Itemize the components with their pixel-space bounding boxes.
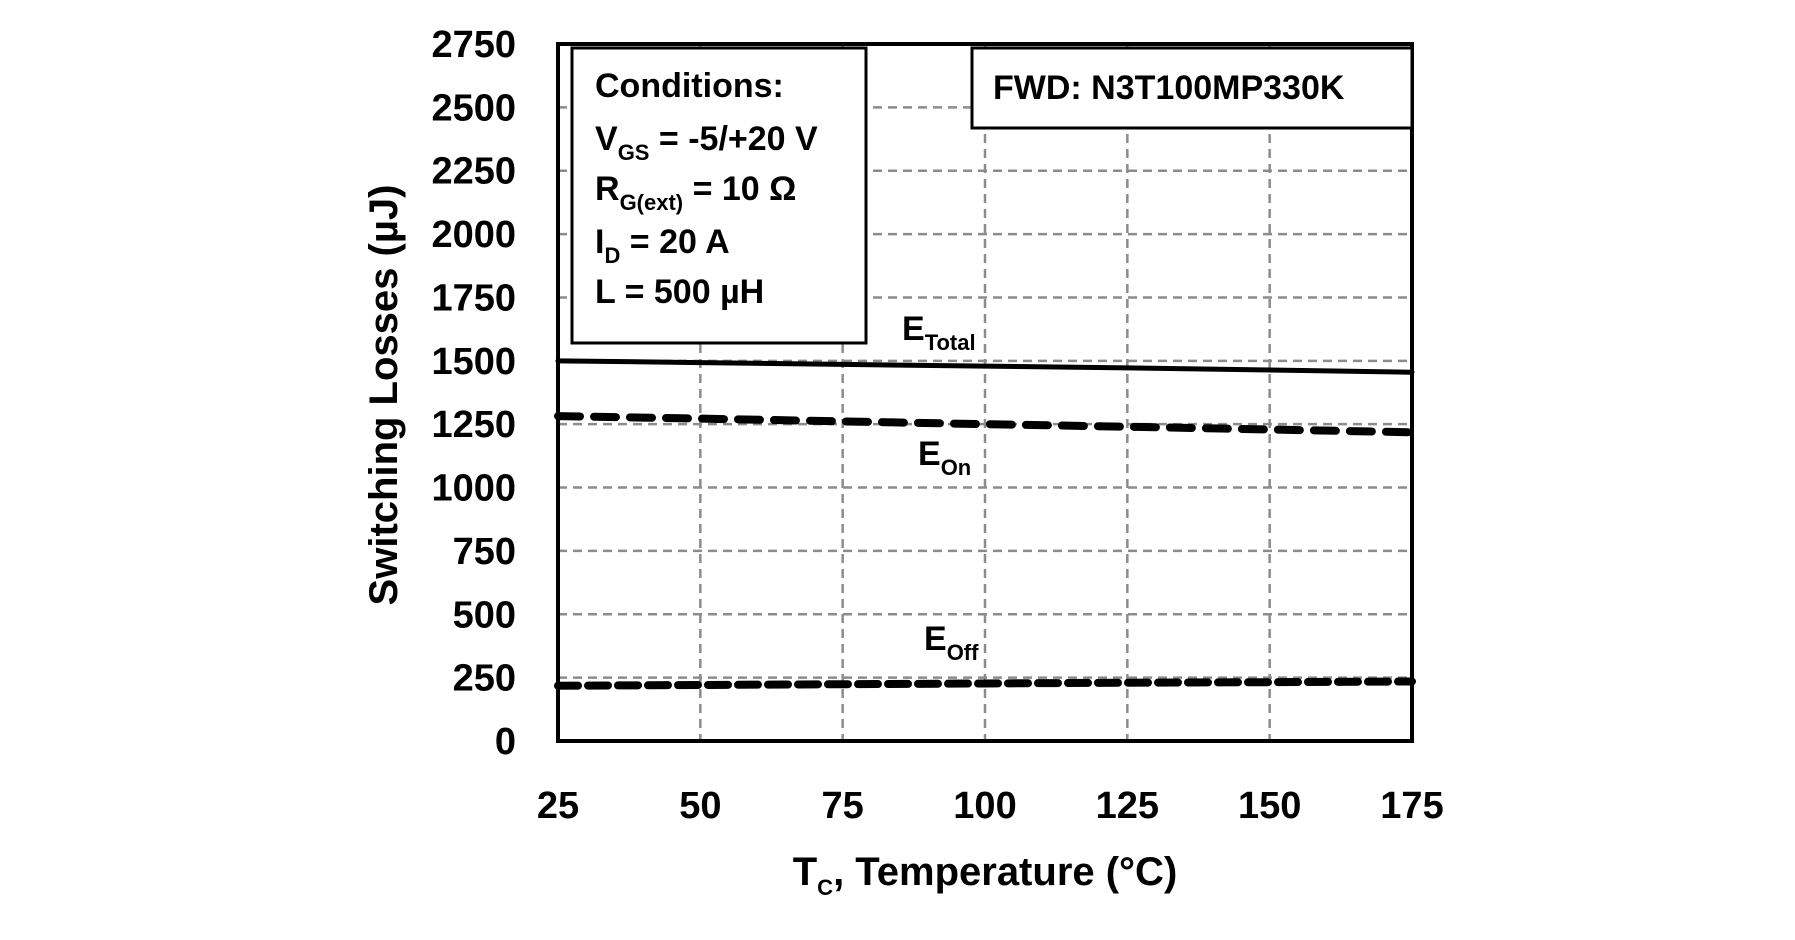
condition-l: L = 500 µH [595,273,764,311]
x-tick-label: 100 [953,785,1016,827]
y-axis-ticks: 0 250 500 750 1000 1250 1500 1750 2000 2250 2500 27… [431,24,516,763]
y-tick-label: 2750 [431,24,516,66]
series-e-off [554,677,1416,690]
y-tick-label: 2500 [431,87,516,129]
device-label: FWD: N3T100MP330K [993,69,1345,107]
y-tick-label: 250 [453,658,516,700]
label-etotal: ETotal [902,310,976,355]
x-tick-label: 25 [537,785,579,827]
condition-vgs: VGS = -5/+20 V [595,120,818,165]
y-tick-label: 2000 [431,214,516,256]
conditions-box: Conditions: VGS = -5/+20 V RG(ext) = 10 … [570,46,868,345]
series-e-on [554,412,1416,437]
y-tick-label: 2250 [431,151,516,193]
plot-frame [556,42,1414,743]
x-tick-label: 75 [822,785,864,827]
x-tick-label: 50 [679,785,721,827]
x-tick-label: 175 [1380,785,1443,827]
label-eoff: EOff [924,620,979,665]
label-eon: EOn [918,435,971,480]
x-tick-label: 150 [1238,785,1301,827]
y-tick-label: 1500 [431,341,516,383]
x-tick-label: 125 [1096,785,1159,827]
y-tick-label: 1250 [431,404,516,446]
y-axis-label: Switching Losses (µJ) [362,185,406,606]
y-tick-label: 500 [453,594,516,636]
y-tick-label: 1750 [431,277,516,319]
conditions-title: Conditions: [595,67,784,105]
series-e-total [555,358,1415,375]
x-axis-label: TC, Temperature (°C) [793,850,1178,900]
device-box: FWD: N3T100MP330K [970,46,1414,130]
y-tick-label: 0 [495,721,516,763]
y-tick-label: 750 [453,531,516,573]
data-series [554,358,1416,690]
condition-id: ID = 20 A [595,223,730,268]
condition-rg: RG(ext) = 10 Ω [595,170,796,215]
x-axis-ticks: 25 50 75 100 125 150 175 [537,785,1444,827]
y-tick-label: 1000 [431,468,516,510]
